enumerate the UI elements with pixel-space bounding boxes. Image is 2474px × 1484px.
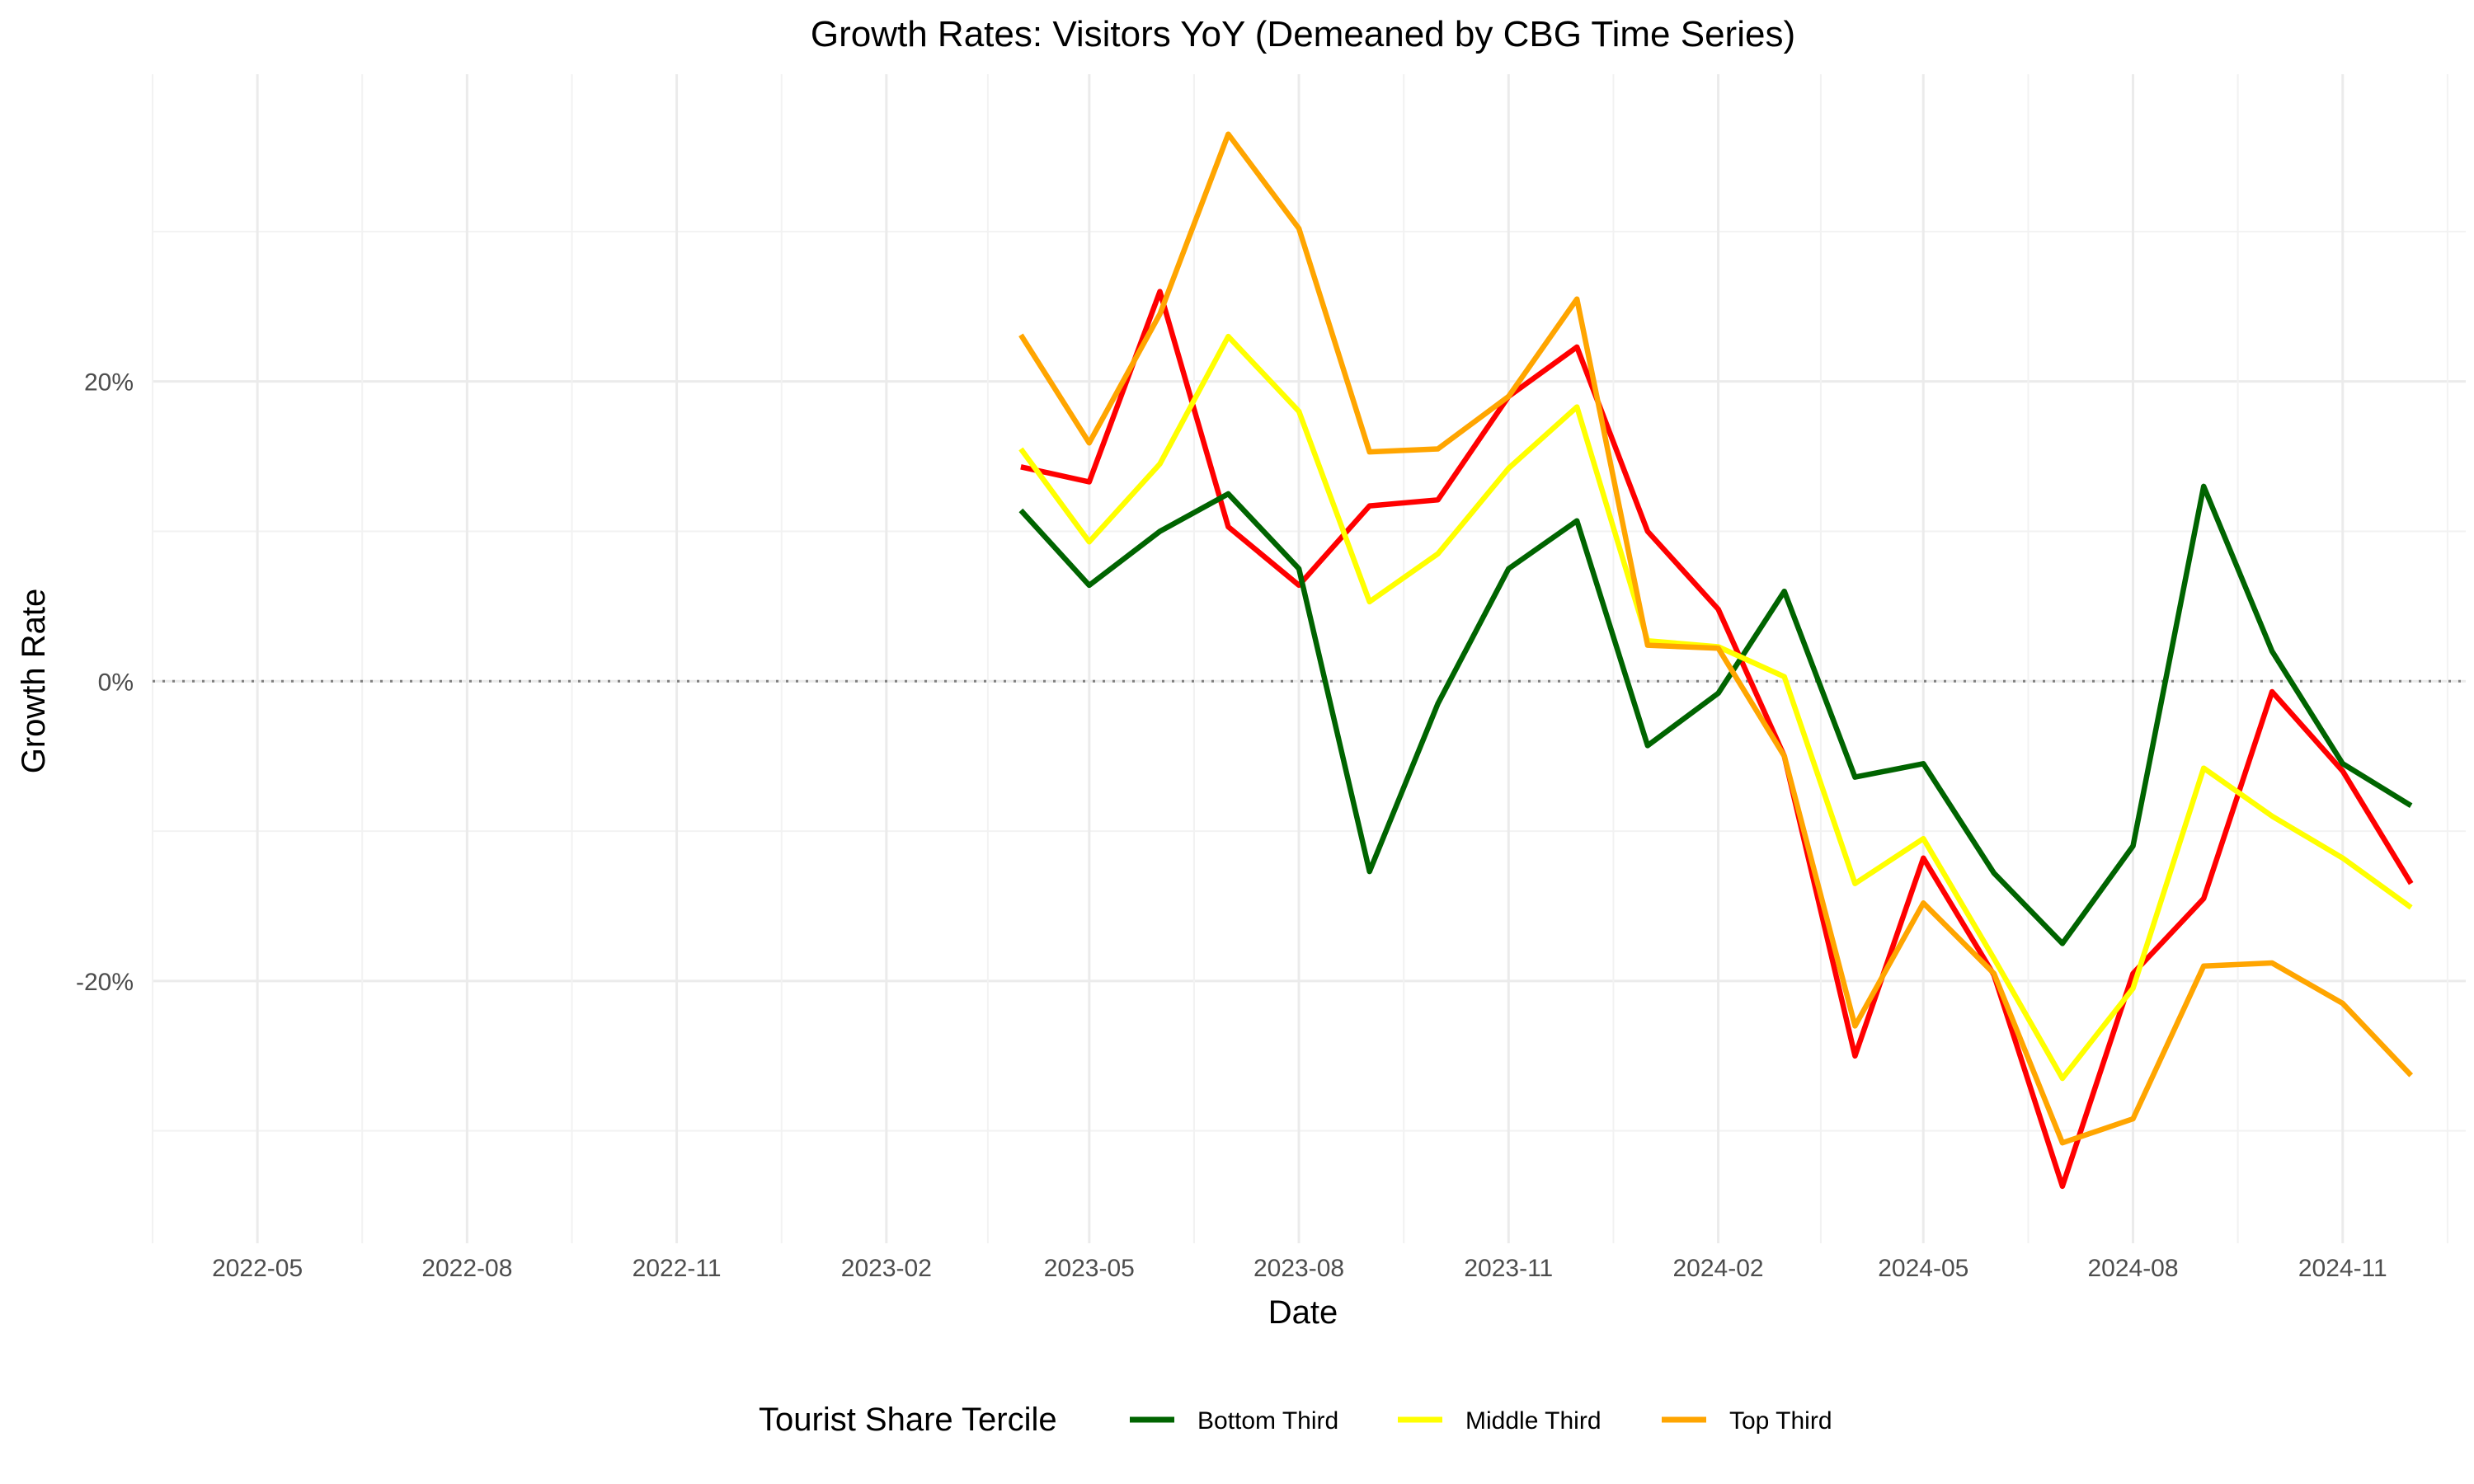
series-line-top-third [1018, 131, 2414, 1146]
x-tick-label: 2024-11 [2298, 1255, 2387, 1282]
chart-title: Growth Rates: Visitors YoY (Demeaned by … [811, 14, 1795, 54]
legend-title: Tourist Share Tercile [759, 1402, 1057, 1438]
series-line-unlabeled-0 [1020, 289, 2414, 1190]
legend-items: Bottom Third Middle Third Top Third [1130, 1407, 1832, 1435]
y-tick-label: 0% [98, 669, 134, 696]
series-lines [1018, 131, 2414, 1190]
legend: Tourist Share Tercile Bottom Third Middle… [759, 1402, 1832, 1438]
x-tick-label: 2023-11 [1464, 1255, 1553, 1282]
x-tick-label: 2023-02 [841, 1255, 932, 1282]
x-tick-label: 2024-05 [1878, 1255, 1968, 1282]
x-tick-label: 2023-08 [1253, 1255, 1344, 1282]
legend-item-middle-third: Middle Third [1398, 1407, 1602, 1435]
y-axis-title: Growth Rate [16, 589, 52, 774]
grid [152, 74, 2466, 1243]
x-tick-label: 2022-05 [212, 1255, 303, 1282]
y-tick-label: -20% [76, 969, 134, 996]
x-tick-label: 2023-05 [1044, 1255, 1135, 1282]
x-tick-label: 2024-02 [1673, 1255, 1764, 1282]
legend-label-top-third: Top Third [1729, 1407, 1832, 1435]
x-axis-tick-labels: 2022-05 2022-08 2022-11 2023-02 2023-05 2023-… [212, 1255, 2387, 1282]
y-tick-label: 20% [84, 369, 134, 397]
x-tick-label: 2022-11 [633, 1255, 722, 1282]
legend-label-bottom-third: Bottom Third [1197, 1407, 1338, 1435]
legend-item-bottom-third: Bottom Third [1130, 1407, 1338, 1435]
legend-item-top-third: Top Third [1662, 1407, 1832, 1435]
series-line-bottom-third [1018, 483, 2413, 946]
x-axis-title: Date [1268, 1294, 1338, 1331]
legend-label-middle-third: Middle Third [1465, 1407, 1602, 1435]
x-tick-label: 2024-08 [2087, 1255, 2178, 1282]
x-tick-label: 2022-08 [421, 1255, 512, 1282]
y-axis-tick-labels: 20% 0% -20% [76, 369, 134, 996]
